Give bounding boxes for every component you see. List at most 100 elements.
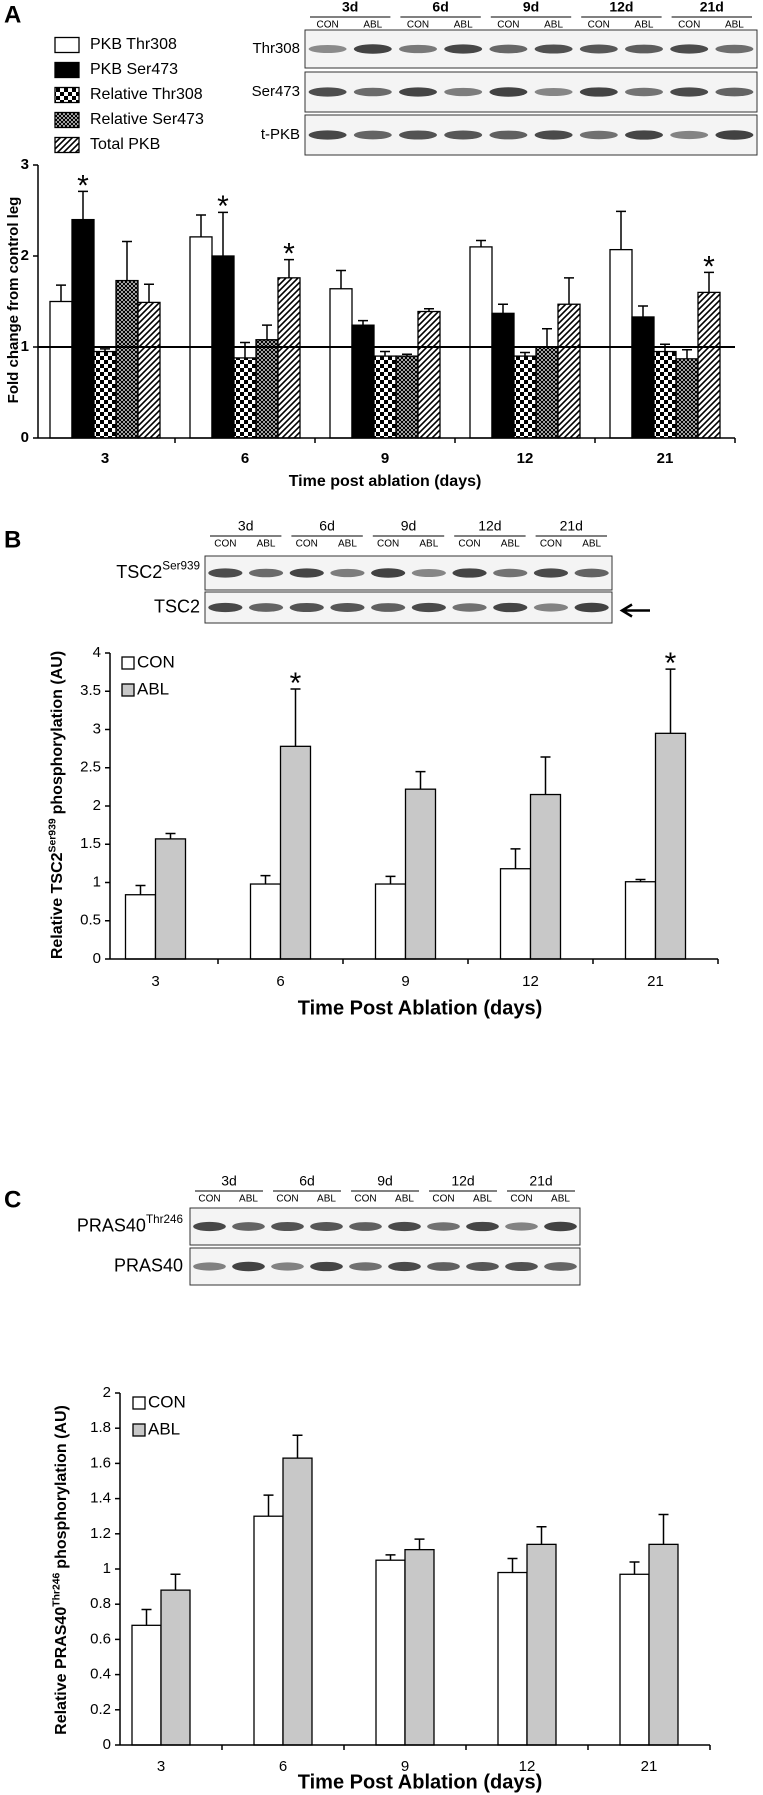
blot-band [353, 44, 392, 54]
bar [160, 1589, 191, 1746]
bar [648, 1543, 679, 1746]
blot-band [505, 1222, 538, 1231]
blot-day: 21d [700, 0, 724, 15]
x-tick-label: 6 [279, 1758, 287, 1775]
y-tick-label: 1.6 [90, 1454, 111, 1471]
blot-band [271, 1262, 304, 1271]
blot-band [493, 602, 528, 613]
y-tick-label: 1.5 [80, 835, 101, 852]
blot-condition: CON [296, 539, 318, 550]
error-bar [78, 190, 88, 220]
blot-band [427, 1262, 460, 1271]
error-bar [704, 271, 714, 293]
bar [675, 358, 699, 439]
bar [255, 339, 279, 439]
blot-band [579, 44, 618, 54]
blot-condition: CON [354, 1194, 376, 1205]
blot-condition: ABL [338, 539, 357, 550]
blot-band [399, 44, 437, 54]
label-text: TSC2 [154, 596, 200, 616]
blot-condition: ABL [635, 20, 654, 31]
x-tick-label: 21 [641, 1758, 658, 1775]
error-bar [260, 874, 271, 885]
error-bar [170, 1573, 181, 1591]
blot-band [330, 602, 365, 613]
blot-day: 12d [609, 0, 633, 15]
bar [373, 355, 397, 439]
error-bar [240, 341, 250, 358]
label-sup: Ser939 [162, 560, 200, 573]
label-text: TSC2 [116, 562, 162, 582]
legend-swatch [121, 656, 135, 670]
blot-band [411, 602, 446, 613]
bar [404, 788, 437, 960]
legend-label: PKB Thr308 [90, 36, 177, 53]
legend-label: CON [137, 652, 175, 671]
blot-row-label: Thr308 [252, 40, 300, 57]
blot-band [353, 130, 392, 140]
label-text: Thr308 [252, 40, 300, 57]
blot-condition: CON [678, 20, 700, 31]
blot-condition: CON [407, 20, 429, 31]
error-bar [336, 269, 346, 289]
x-tick-label: 9 [381, 450, 389, 467]
blot-band [625, 87, 663, 97]
blot-condition: ABL [317, 1194, 336, 1205]
y-tick-label: 4 [93, 644, 101, 661]
bar [513, 355, 537, 439]
error-bar [218, 211, 228, 256]
legend-label: ABL [137, 679, 169, 698]
blot-band [371, 603, 406, 612]
blot-band [310, 1261, 343, 1272]
blot-day: 12d [451, 1173, 474, 1189]
blot-band [399, 87, 437, 97]
legend-label: Relative Thr308 [90, 86, 203, 103]
error-bar [520, 351, 530, 357]
x-tick-label: 21 [647, 973, 664, 990]
blot-day: 9d [377, 1173, 393, 1189]
label-rest: phosphorylation (AU) [49, 651, 66, 815]
error-bar [263, 1494, 274, 1517]
bar [526, 1543, 557, 1746]
bar [233, 357, 257, 439]
bar [71, 218, 95, 439]
error-bar [629, 1561, 640, 1575]
blot-day: 3d [238, 518, 254, 534]
blot-condition: ABL [419, 539, 438, 550]
legend-label: CON [148, 1392, 186, 1411]
arrow [619, 603, 650, 618]
error-bar [510, 848, 521, 869]
x-axis-label: Time Post Ablation (days) [298, 1771, 542, 1793]
blot-band [579, 87, 618, 97]
error-bar [292, 1434, 303, 1459]
error-bar [144, 283, 154, 303]
blot-band [444, 130, 483, 140]
blot-band [715, 130, 754, 140]
blot-band [534, 130, 573, 140]
y-tick-label: 1 [103, 1560, 111, 1577]
error-bar [476, 239, 486, 247]
blot-condition: CON [214, 539, 236, 550]
bar [653, 350, 677, 439]
blot-band [193, 1262, 226, 1271]
significance-marker: * [283, 238, 295, 271]
blot-band [452, 568, 487, 578]
blot-band [310, 1221, 343, 1232]
error-bar [122, 240, 132, 281]
x-tick-label: 9 [401, 1758, 409, 1775]
legend-label: Relative Ser473 [90, 111, 204, 128]
label-rest: phosphorylation (AU) [53, 1405, 70, 1569]
blot-condition: CON [276, 1194, 298, 1205]
error-bar [380, 350, 390, 357]
blot-band [534, 44, 573, 54]
blot-day: 21d [529, 1173, 552, 1189]
label-sup: Ser939 [47, 818, 58, 852]
blot-condition: ABL [257, 539, 276, 550]
y-tick-label: 1 [93, 873, 101, 890]
bar [557, 303, 581, 439]
error-bar [165, 832, 176, 839]
blot-band [670, 44, 709, 54]
